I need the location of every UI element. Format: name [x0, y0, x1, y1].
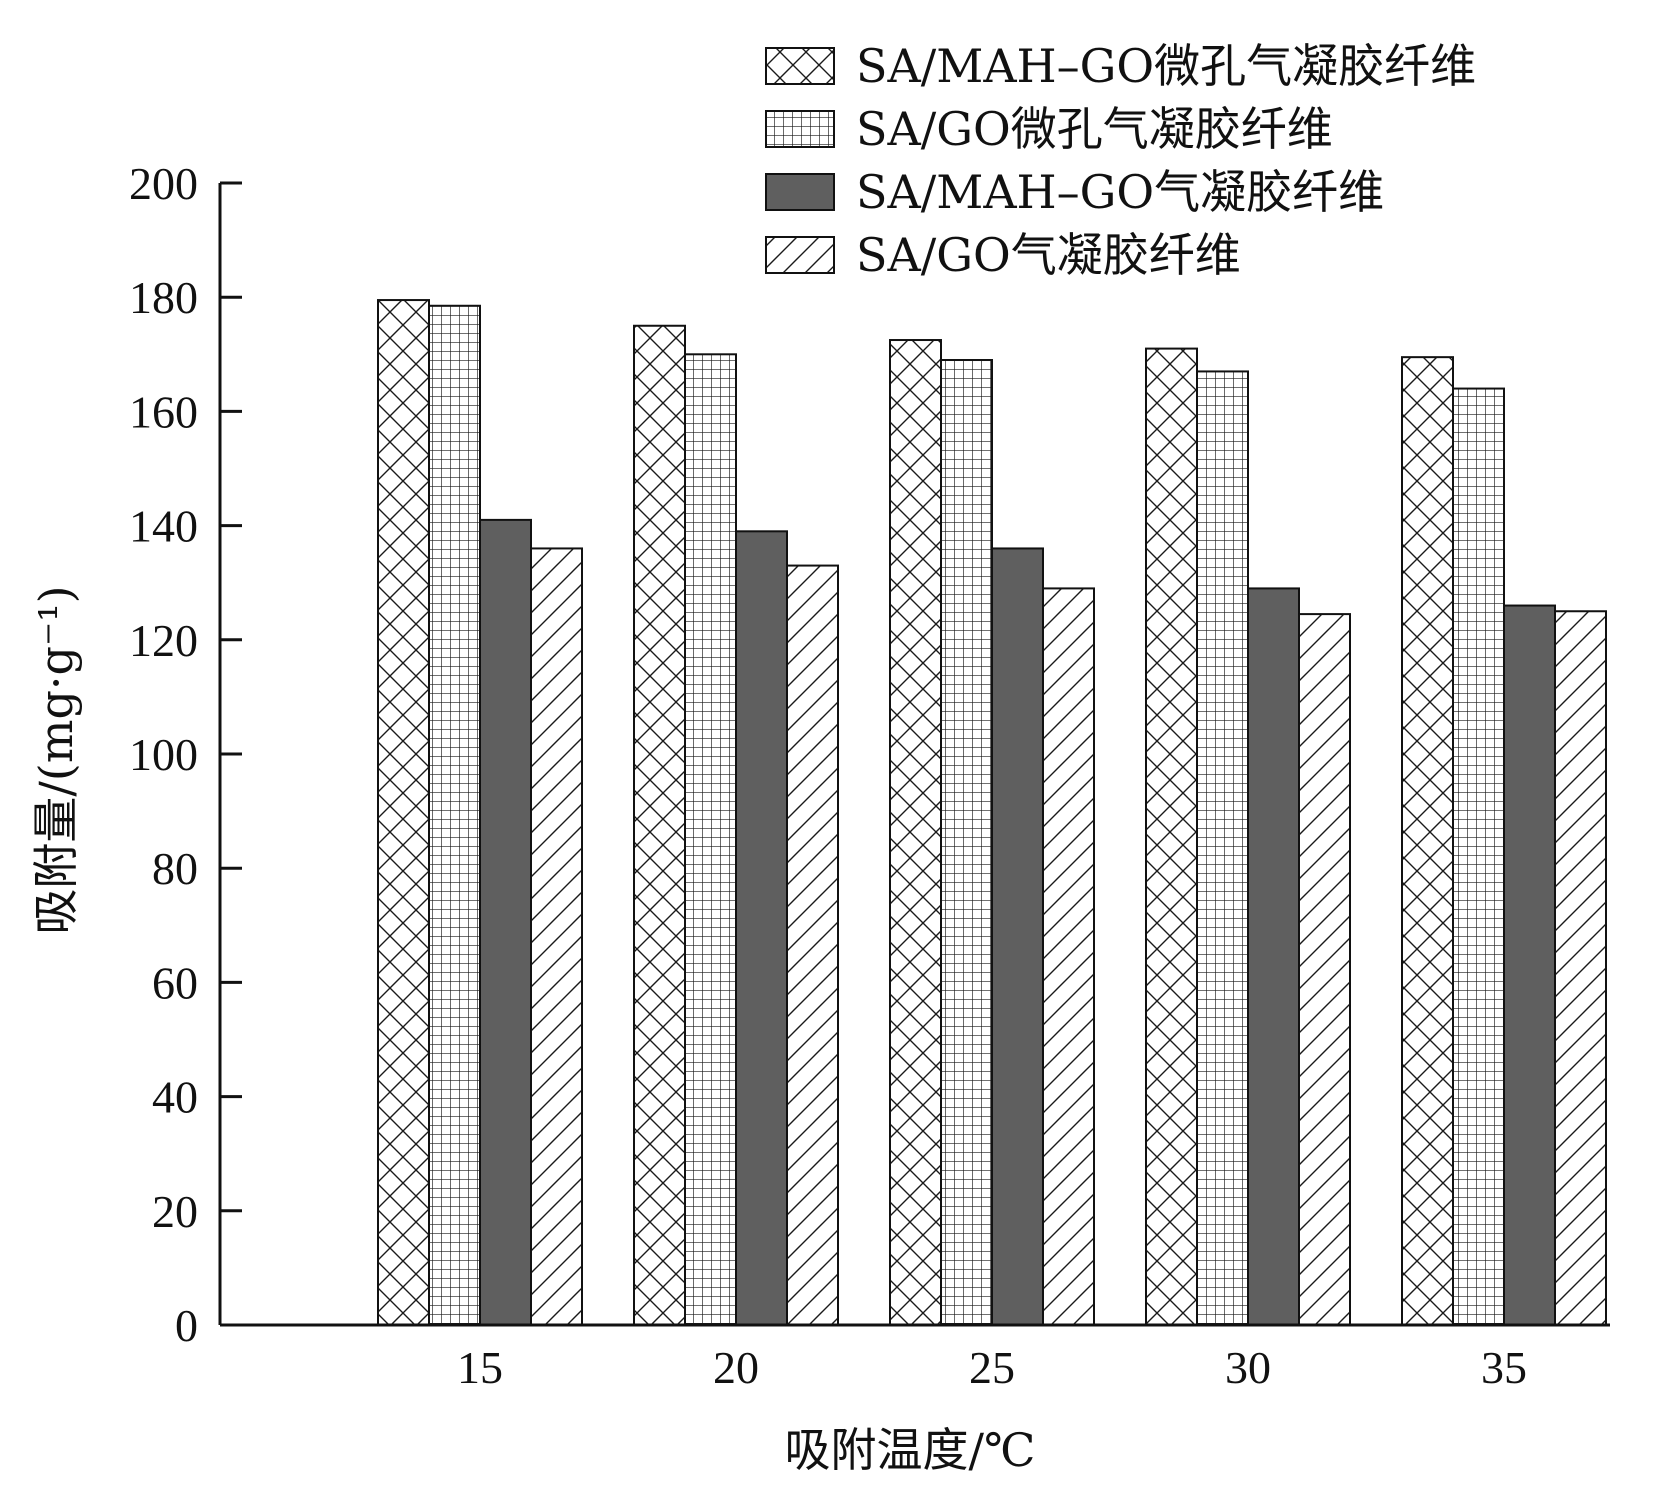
x-tick-label: 25 [969, 1342, 1015, 1393]
y-axis-title: 吸附量/(mg·g⁻¹) [29, 585, 83, 934]
legend-label-1: SA/MAH–GO微孔气凝胶纤维 [856, 39, 1476, 93]
x-tick-label: 30 [1225, 1342, 1271, 1393]
bar-15-series-1 [377, 299, 430, 1326]
bar-35-series-2 [1452, 387, 1505, 1326]
y-tick-label: 100 [129, 729, 198, 780]
legend: SA/MAH–GO微孔气凝胶纤维 SA/GO微孔气凝胶纤维 SA/MAH–GO气凝胶… [765, 39, 1476, 282]
y-tick-label: 160 [129, 386, 198, 437]
y-tick-label: 60 [152, 957, 198, 1008]
bar-30-series-3 [1247, 587, 1300, 1326]
x-tick-label: 20 [713, 1342, 759, 1393]
bar-25-series-1 [889, 339, 942, 1326]
bar-35-series-3 [1503, 604, 1556, 1326]
bar-35-series-1 [1401, 356, 1454, 1326]
bar-15-series-4 [530, 547, 583, 1326]
legend-label-2: SA/GO微孔气凝胶纤维 [856, 102, 1333, 156]
y-tick-label: 40 [152, 1072, 198, 1123]
bar-20-series-2 [684, 353, 737, 1326]
legend-swatch-2 [765, 110, 835, 148]
bar-20-series-1 [633, 324, 686, 1326]
x-tick-label: 35 [1481, 1342, 1527, 1393]
y-tick-label: 180 [129, 272, 198, 323]
y-tick-label: 80 [152, 843, 198, 894]
legend-swatch-3 [765, 173, 835, 211]
legend-swatch-1 [765, 47, 835, 85]
x-axis-title: 吸附温度/℃ [785, 1423, 1036, 1477]
y-tick-label: 20 [152, 1186, 198, 1237]
bar-20-series-4 [786, 564, 839, 1326]
legend-swatch-4 [765, 236, 835, 274]
bar-15-series-3 [479, 518, 532, 1326]
legend-label-4: SA/GO气凝胶纤维 [856, 228, 1241, 282]
y-tick-label: 140 [129, 501, 198, 552]
bar-30-series-2 [1196, 370, 1249, 1326]
bars-layer [377, 299, 1607, 1326]
y-tick-label: 0 [175, 1300, 198, 1351]
bar-35-series-4 [1554, 610, 1607, 1326]
bar-15-series-2 [428, 304, 481, 1326]
bar-25-series-4 [1042, 587, 1095, 1326]
bar-25-series-2 [940, 359, 993, 1326]
legend-label-3: SA/MAH–GO气凝胶纤维 [856, 165, 1384, 219]
x-tick-label: 15 [457, 1342, 503, 1393]
bar-30-series-1 [1145, 347, 1198, 1326]
y-tick-label: 120 [129, 615, 198, 666]
y-ticks: 0 20 40 60 80 100 120 140 160 180 200 [129, 158, 242, 1351]
x-ticks: 15 20 25 30 35 [457, 1342, 1527, 1393]
bar-20-series-3 [735, 530, 788, 1326]
y-tick-label: 200 [129, 158, 198, 209]
bar-30-series-4 [1298, 613, 1351, 1326]
bar-25-series-3 [991, 547, 1044, 1326]
